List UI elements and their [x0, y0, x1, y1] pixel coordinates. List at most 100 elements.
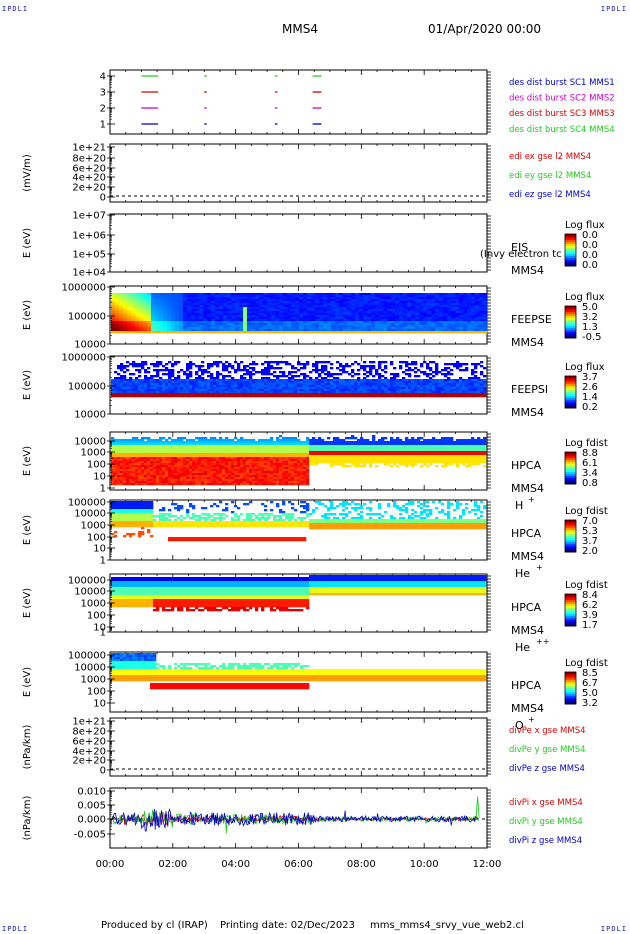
feepsi-heatmap-cell — [279, 367, 283, 370]
feepse-heatmap-cell — [415, 303, 420, 306]
feepse-heatmap-cell — [355, 331, 360, 334]
feepsi-heatmap-cell — [483, 391, 487, 394]
feepse-heatmap-cell — [195, 309, 200, 312]
feepsi-heatmap-cell — [384, 395, 388, 398]
feepsi-heatmap-cell — [174, 363, 178, 366]
feepsi-heatmap-cell — [159, 385, 163, 388]
feepsi-heatmap-cell — [324, 379, 328, 382]
hpca_h-heatmap-cell — [141, 449, 145, 452]
feepse-heatmap-cell — [219, 323, 224, 326]
feepsi-heatmap-cell — [381, 385, 385, 388]
feepsi-heatmap-cell — [384, 367, 388, 370]
hpca_h-heatmap-cell — [168, 443, 172, 446]
hpca_h-heatmap-cell — [186, 475, 190, 478]
hpca_h-heatmap-cell — [183, 467, 187, 470]
feepse-heatmap-cell — [347, 307, 352, 310]
feepse-heatmap-cell — [423, 323, 428, 326]
feepsi-heatmap-cell — [315, 363, 319, 366]
feepsi-heatmap-cell — [222, 377, 226, 380]
feepsi-heatmap-cell — [471, 381, 475, 384]
feepsi-heatmap-cell — [405, 391, 409, 394]
feepsi-heatmap-cell — [474, 389, 478, 392]
feepse-heatmap-cell — [403, 305, 408, 308]
feepsi-heatmap-cell — [249, 379, 253, 382]
feepse-heatmap-cell — [379, 303, 384, 306]
feepsi-heatmap-cell — [282, 381, 286, 384]
feepse-heatmap-cell — [307, 329, 312, 332]
feepse-heatmap-cell — [311, 293, 316, 296]
feepsi-heatmap-cell — [174, 385, 178, 388]
feepse-heatmap-cell — [471, 299, 476, 302]
feepse-heatmap-cell — [451, 325, 456, 328]
feepsi-heatmap-cell — [399, 383, 403, 386]
feepse-heatmap-cell — [267, 317, 272, 320]
feepse-heatmap-cell — [263, 321, 268, 324]
feepsi-heatmap-cell — [120, 393, 124, 396]
feepsi-heatmap-cell — [408, 383, 412, 386]
hpca_h-heatmap-cell — [159, 467, 163, 470]
feepse-heatmap-cell — [459, 301, 464, 304]
feepse-heatmap-cell — [463, 305, 468, 308]
feepsi-heatmap-cell — [168, 375, 172, 378]
feepsi-heatmap-cell — [378, 367, 382, 370]
feepse-heatmap-cell — [335, 323, 340, 326]
feepse-heatmap-cell — [319, 319, 324, 322]
hpca_h-heatmap-cell — [189, 449, 193, 452]
feepse-heatmap-cell — [143, 325, 148, 328]
feepse-heatmap-cell — [407, 307, 412, 310]
feepse-heatmap-cell — [363, 315, 368, 318]
feepse-heatmap-cell — [431, 321, 436, 324]
hpca_h-heatmap-cell — [168, 455, 172, 458]
feepse-heatmap-cell — [179, 319, 184, 322]
feepse-heatmap-cell — [379, 331, 384, 334]
hpca_h-heatmap-cell — [123, 461, 127, 464]
feepsi-heatmap-cell — [363, 377, 367, 380]
feepse-heatmap-cell — [459, 307, 464, 310]
feepsi-colorbar-cell — [565, 384, 576, 387]
feepse-heatmap-cell — [203, 319, 208, 322]
feepse-heatmap-cell — [427, 299, 432, 302]
feepsi-heatmap-cell — [462, 363, 466, 366]
feepse-heatmap-cell — [343, 311, 348, 314]
hpca_h-heatmap-cell — [204, 463, 208, 466]
hpca_h-heatmap-cell — [138, 449, 142, 452]
feepse-heatmap-cell — [395, 297, 400, 300]
feepse-heatmap-cell — [131, 295, 136, 298]
feepsi-heatmap-cell — [237, 367, 241, 370]
feepse-heatmap-cell — [447, 329, 452, 332]
feepsi-heatmap-cell — [243, 367, 247, 370]
hpca_h-heatmap-cell — [207, 465, 211, 468]
feepse-heatmap-cell — [335, 319, 340, 322]
feepsi-heatmap-cell — [462, 385, 466, 388]
feepse-heatmap-cell — [455, 299, 460, 302]
feepsi-heatmap-cell — [411, 387, 415, 390]
hpca_h-heatmap-cell — [192, 467, 196, 470]
feepse-heatmap-cell — [263, 309, 268, 312]
feepsi-heatmap-cell — [321, 377, 325, 380]
feepse-heatmap-cell — [411, 311, 416, 314]
feepsi-heatmap-cell — [144, 381, 148, 384]
feepsi-heatmap-cell — [201, 385, 205, 388]
hpca_h-heatmap-cell — [126, 459, 130, 462]
hpca_h-heatmap-cell — [183, 465, 187, 468]
hpca_h-heatmap-cell — [156, 467, 160, 470]
feepsi-heatmap-cell — [231, 365, 235, 368]
feepsi-heatmap-cell — [300, 395, 304, 398]
feepsi-heatmap-cell — [465, 395, 469, 398]
feepse-heatmap-cell — [335, 301, 340, 304]
hpca_h-heatmap-cell — [189, 477, 193, 480]
feepsi-heatmap-cell — [207, 381, 211, 384]
feepse-heatmap-cell — [363, 303, 368, 306]
feepsi-heatmap-cell — [246, 381, 250, 384]
feepsi-heatmap-cell — [420, 387, 424, 390]
feepse-heatmap-cell — [111, 325, 116, 328]
feepse-heatmap-cell — [143, 309, 148, 312]
feepse-heatmap-cell — [479, 327, 484, 330]
feepse-heatmap-cell — [219, 315, 224, 318]
feepsi-heatmap-cell — [303, 375, 307, 378]
feepse-heatmap-cell — [307, 325, 312, 328]
hpca_h-heatmap-cell — [210, 443, 214, 446]
feepse-y-tick-label: 10000 — [74, 340, 106, 351]
feepse-heatmap-cell — [283, 325, 288, 328]
